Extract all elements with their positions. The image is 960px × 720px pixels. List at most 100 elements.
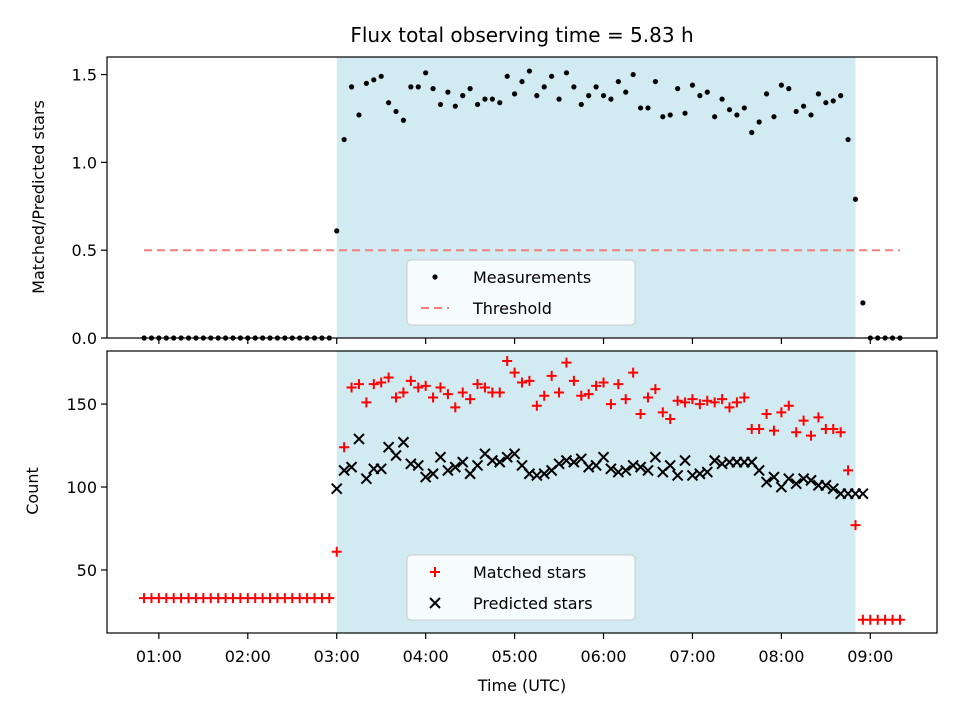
legend-label: Matched stars bbox=[473, 563, 586, 582]
x-tick-label: 08:00 bbox=[758, 647, 804, 666]
matched-stars-point bbox=[731, 397, 742, 408]
predicted-stars-point bbox=[331, 482, 343, 495]
matched-stars-point bbox=[650, 384, 661, 395]
matched-stars-point bbox=[331, 546, 342, 557]
predicted-stars-point bbox=[449, 461, 462, 473]
matched-stars-point bbox=[687, 394, 698, 405]
matched-stars-point bbox=[665, 414, 676, 425]
measurement-point bbox=[423, 70, 429, 76]
matched-stars-point bbox=[813, 412, 824, 423]
y-tick-label: 0.0 bbox=[72, 329, 97, 348]
measurement-point bbox=[578, 101, 584, 108]
y-tick-label: 100 bbox=[66, 478, 97, 497]
measurement-point bbox=[378, 73, 384, 79]
x-tick-label: 05:00 bbox=[492, 647, 538, 666]
matched-stars-point bbox=[472, 379, 483, 390]
matched-stars-point bbox=[457, 387, 468, 398]
measurement-point bbox=[504, 73, 510, 79]
measurement-point bbox=[467, 86, 473, 92]
measurement-point bbox=[778, 82, 784, 88]
measurement-point bbox=[808, 112, 814, 118]
measurement-point bbox=[430, 86, 436, 92]
legend: Measurements Threshold bbox=[406, 259, 636, 326]
measurement-point bbox=[482, 96, 488, 102]
measurement-point bbox=[756, 119, 762, 125]
predicted-stars-point bbox=[857, 487, 869, 500]
measurement-point bbox=[689, 82, 696, 88]
matched-stars-point bbox=[591, 380, 602, 391]
measurement-point bbox=[815, 91, 822, 97]
predicted-stars-point bbox=[753, 464, 765, 477]
predicted-stars-point bbox=[620, 464, 632, 477]
matched-stars-point bbox=[620, 394, 631, 405]
matched-stars-point bbox=[768, 425, 779, 436]
measurement-point bbox=[734, 112, 740, 118]
bottom-panel: 50 100 150 01:00 02:00 03:00 04:00 05:00 06:00 07… bbox=[66, 350, 938, 666]
matched-stars-point bbox=[428, 392, 439, 403]
matched-stars-point bbox=[465, 394, 476, 405]
measurement-point bbox=[586, 93, 592, 99]
matched-stars-point bbox=[339, 442, 350, 453]
predicted-stars-point bbox=[508, 448, 521, 460]
predicted-stars-point bbox=[427, 468, 439, 480]
chart-title: Flux total observing time = 5.83 h bbox=[350, 23, 693, 47]
matched-stars-point bbox=[583, 389, 594, 400]
predicted-stars-point bbox=[345, 461, 358, 473]
x-tick-label: 04:00 bbox=[403, 647, 449, 666]
measurement-point bbox=[526, 68, 533, 74]
measurement-point bbox=[348, 84, 355, 90]
matched-stars-point bbox=[502, 355, 513, 366]
matched-stars-point bbox=[843, 465, 854, 476]
matched-stars-point bbox=[531, 400, 542, 411]
x-tick-label: 07:00 bbox=[669, 647, 715, 666]
matched-stars-point bbox=[776, 407, 787, 418]
matched-stars-point bbox=[398, 387, 409, 398]
predicted-stars-point bbox=[679, 454, 691, 467]
matched-stars-point bbox=[376, 377, 387, 388]
measurement-point bbox=[637, 105, 644, 111]
measurement-point bbox=[563, 70, 570, 76]
measurement-point bbox=[474, 101, 481, 108]
measurement-point bbox=[697, 93, 703, 99]
measurement-point bbox=[608, 96, 614, 102]
matched-stars-point bbox=[353, 379, 364, 390]
predicted-stars-point bbox=[820, 479, 832, 492]
measurement-point bbox=[667, 112, 673, 118]
x-tick-label: 03:00 bbox=[314, 647, 360, 666]
predicted-stars-point bbox=[783, 473, 795, 485]
matched-stars-point bbox=[613, 379, 624, 390]
predicted-stars-point bbox=[397, 436, 410, 448]
measurement-point bbox=[823, 100, 829, 106]
measurement-point bbox=[571, 84, 577, 90]
x-tick-label: 02:00 bbox=[225, 647, 271, 666]
x-tick-label: 09:00 bbox=[847, 647, 893, 666]
legend-label: Predicted stars bbox=[473, 594, 593, 613]
predicted-stars-point bbox=[701, 466, 713, 478]
predicted-stars-point bbox=[360, 473, 373, 485]
predicted-stars-point bbox=[634, 461, 647, 473]
legend-box bbox=[406, 259, 636, 326]
series-measurements bbox=[141, 68, 903, 341]
measurement-point bbox=[541, 84, 547, 90]
measurement-point bbox=[393, 108, 399, 115]
measurement-point bbox=[838, 93, 844, 99]
matched-stars-point bbox=[628, 367, 639, 378]
predicted-stars-point bbox=[568, 456, 580, 468]
measurement-point bbox=[600, 93, 607, 99]
measurement-point bbox=[549, 73, 555, 79]
predicted-stars-point bbox=[664, 459, 676, 472]
matched-stars-point bbox=[850, 520, 861, 531]
predicted-stars-point bbox=[538, 468, 550, 480]
matched-stars-point bbox=[672, 395, 683, 406]
predicted-stars-point bbox=[805, 474, 817, 487]
measurement-point bbox=[511, 91, 518, 97]
matched-stars-point bbox=[635, 409, 646, 420]
measurement-point bbox=[445, 89, 451, 95]
matched-stars-point bbox=[450, 402, 461, 413]
y-tick-label: 1.5 bbox=[72, 66, 97, 85]
measurement-point bbox=[408, 84, 414, 90]
predicted-stars-point bbox=[442, 464, 454, 477]
predicted-stars-point bbox=[597, 451, 610, 463]
matched-stars-point bbox=[509, 367, 520, 378]
